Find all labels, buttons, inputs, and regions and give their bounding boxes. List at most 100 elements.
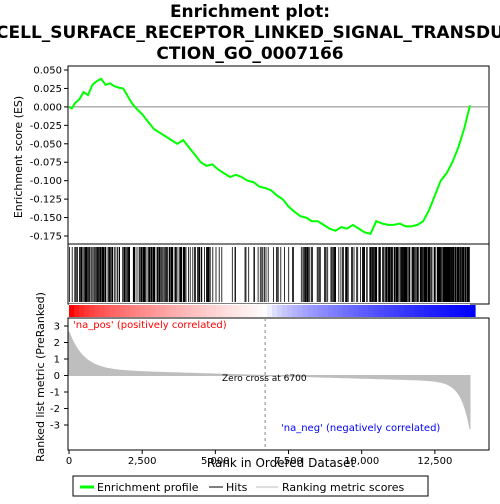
heat-cell	[454, 305, 461, 317]
legend-hits-label: Hits	[226, 481, 248, 494]
heat-cell	[231, 305, 238, 317]
heat-cell	[348, 305, 354, 317]
heat-cell	[79, 305, 85, 317]
heat-cell	[332, 305, 339, 317]
heat-cell	[429, 305, 436, 317]
heat-cell	[129, 305, 136, 317]
heat-cell	[89, 305, 95, 317]
heat-cell	[119, 305, 126, 317]
heat-cell	[459, 305, 466, 317]
heat-cell	[155, 305, 161, 317]
heat-cell	[282, 305, 288, 317]
x-tick-label: 12,500	[417, 456, 452, 467]
heat-cell	[363, 305, 370, 317]
heat-cell	[373, 305, 380, 317]
heat-cell	[358, 305, 364, 317]
rank-ytick-label: -2	[50, 404, 60, 415]
heat-cell	[338, 305, 344, 317]
es-ytick-label: -0.050	[30, 139, 62, 150]
heat-cell	[206, 305, 212, 317]
rank-ytick-label: 2	[54, 338, 60, 349]
heat-cell	[302, 305, 309, 317]
legend-ranking-label: Ranking metric scores	[282, 481, 404, 494]
heat-cell	[292, 305, 298, 317]
title-line-2: CELL_SURFACE_RECEPTOR_LINKED_SIGNAL_TRAN…	[0, 23, 500, 43]
rank-ylabel: Ranked list metric (PreRanked)	[34, 292, 47, 462]
heat-cell	[201, 305, 207, 317]
heat-cell	[99, 305, 106, 317]
heat-cell	[317, 305, 324, 317]
heat-cell	[470, 305, 476, 317]
x-tick-label: 5,000	[201, 456, 230, 467]
heat-cell	[353, 305, 359, 317]
enrichment-profile-line	[68, 77, 471, 235]
heat-cell	[261, 305, 268, 317]
es-ytick-label: -0.025	[30, 121, 62, 132]
heat-cell	[94, 305, 101, 317]
heat-cell	[114, 305, 121, 317]
heat-cell	[170, 305, 177, 317]
hit-bars	[69, 247, 470, 302]
heat-gradient	[69, 305, 476, 317]
heat-cell	[211, 305, 217, 317]
rank-x-axis: 0 2,500 5,000 7,500 10,000 12,500	[66, 450, 452, 467]
heat-cell	[434, 305, 441, 317]
es-ytick-label: -0.075	[30, 158, 62, 169]
heat-cell	[175, 305, 182, 317]
heat-cell	[74, 305, 80, 317]
heat-cell	[327, 305, 334, 317]
heat-cell	[277, 305, 283, 317]
heat-cell	[84, 305, 90, 317]
es-y-axis: 0.050 0.025 0.000 -0.025 -0.050 -0.075 -0.100 -…	[30, 66, 68, 243]
heat-cell	[226, 305, 233, 317]
heat-cell	[297, 305, 304, 317]
heat-cell	[449, 305, 456, 317]
es-ytick-label: -0.125	[30, 195, 62, 206]
rank-ytick-label: 3	[54, 322, 60, 333]
rank-ytick-label: -3	[50, 421, 60, 432]
heat-cell	[393, 305, 400, 317]
heat-cell	[419, 305, 425, 317]
heat-cell	[160, 305, 167, 317]
es-ytick-label: -0.100	[30, 176, 62, 187]
heat-cell	[404, 305, 410, 317]
heat-cell	[69, 305, 75, 317]
heat-cell	[109, 305, 116, 317]
es-ylabel: Enrichment score (ES)	[12, 96, 25, 218]
heat-cell	[378, 305, 385, 317]
heat-cell	[241, 305, 248, 317]
heat-cell	[185, 305, 192, 317]
neg-correlated-label: 'na_neg' (negatively correlated)	[281, 423, 440, 434]
heat-cell	[444, 305, 451, 317]
heat-cell	[287, 305, 293, 317]
title-line-1: Enrichment plot:	[170, 2, 330, 22]
heat-cell	[464, 305, 471, 317]
heat-cell	[135, 305, 141, 317]
x-tick-label: 10,000	[344, 456, 379, 467]
rank-ytick-label: 1	[54, 355, 60, 366]
es-ytick-label: -0.150	[30, 213, 62, 224]
x-tick-label: 0	[66, 456, 72, 467]
heat-cell	[104, 305, 111, 317]
rank-ytick-label: 0	[54, 371, 60, 382]
heat-cell	[424, 305, 430, 317]
heat-cell	[150, 305, 156, 317]
heat-cell	[388, 305, 395, 317]
ranking-metric-area	[68, 331, 471, 430]
heat-cell	[236, 305, 243, 317]
heat-cell	[256, 305, 263, 317]
heat-cell	[190, 305, 197, 317]
title-line-3: CTION_GO_0007166	[156, 44, 343, 64]
heat-cell	[312, 305, 319, 317]
enrichment-panel-frame	[67, 65, 490, 245]
heat-cell	[165, 305, 172, 317]
heat-cell	[272, 305, 278, 317]
pos-correlated-label: 'na_pos' (positively correlated)	[73, 320, 227, 331]
x-tick-label: 7,500	[274, 456, 303, 467]
x-tick-label: 2,500	[128, 456, 157, 467]
heat-cell	[216, 305, 222, 317]
ranking-y-axis: 3 2 1 0 -1 -2 -3	[50, 322, 68, 432]
heat-cell	[180, 305, 187, 317]
heat-cell	[140, 305, 146, 317]
